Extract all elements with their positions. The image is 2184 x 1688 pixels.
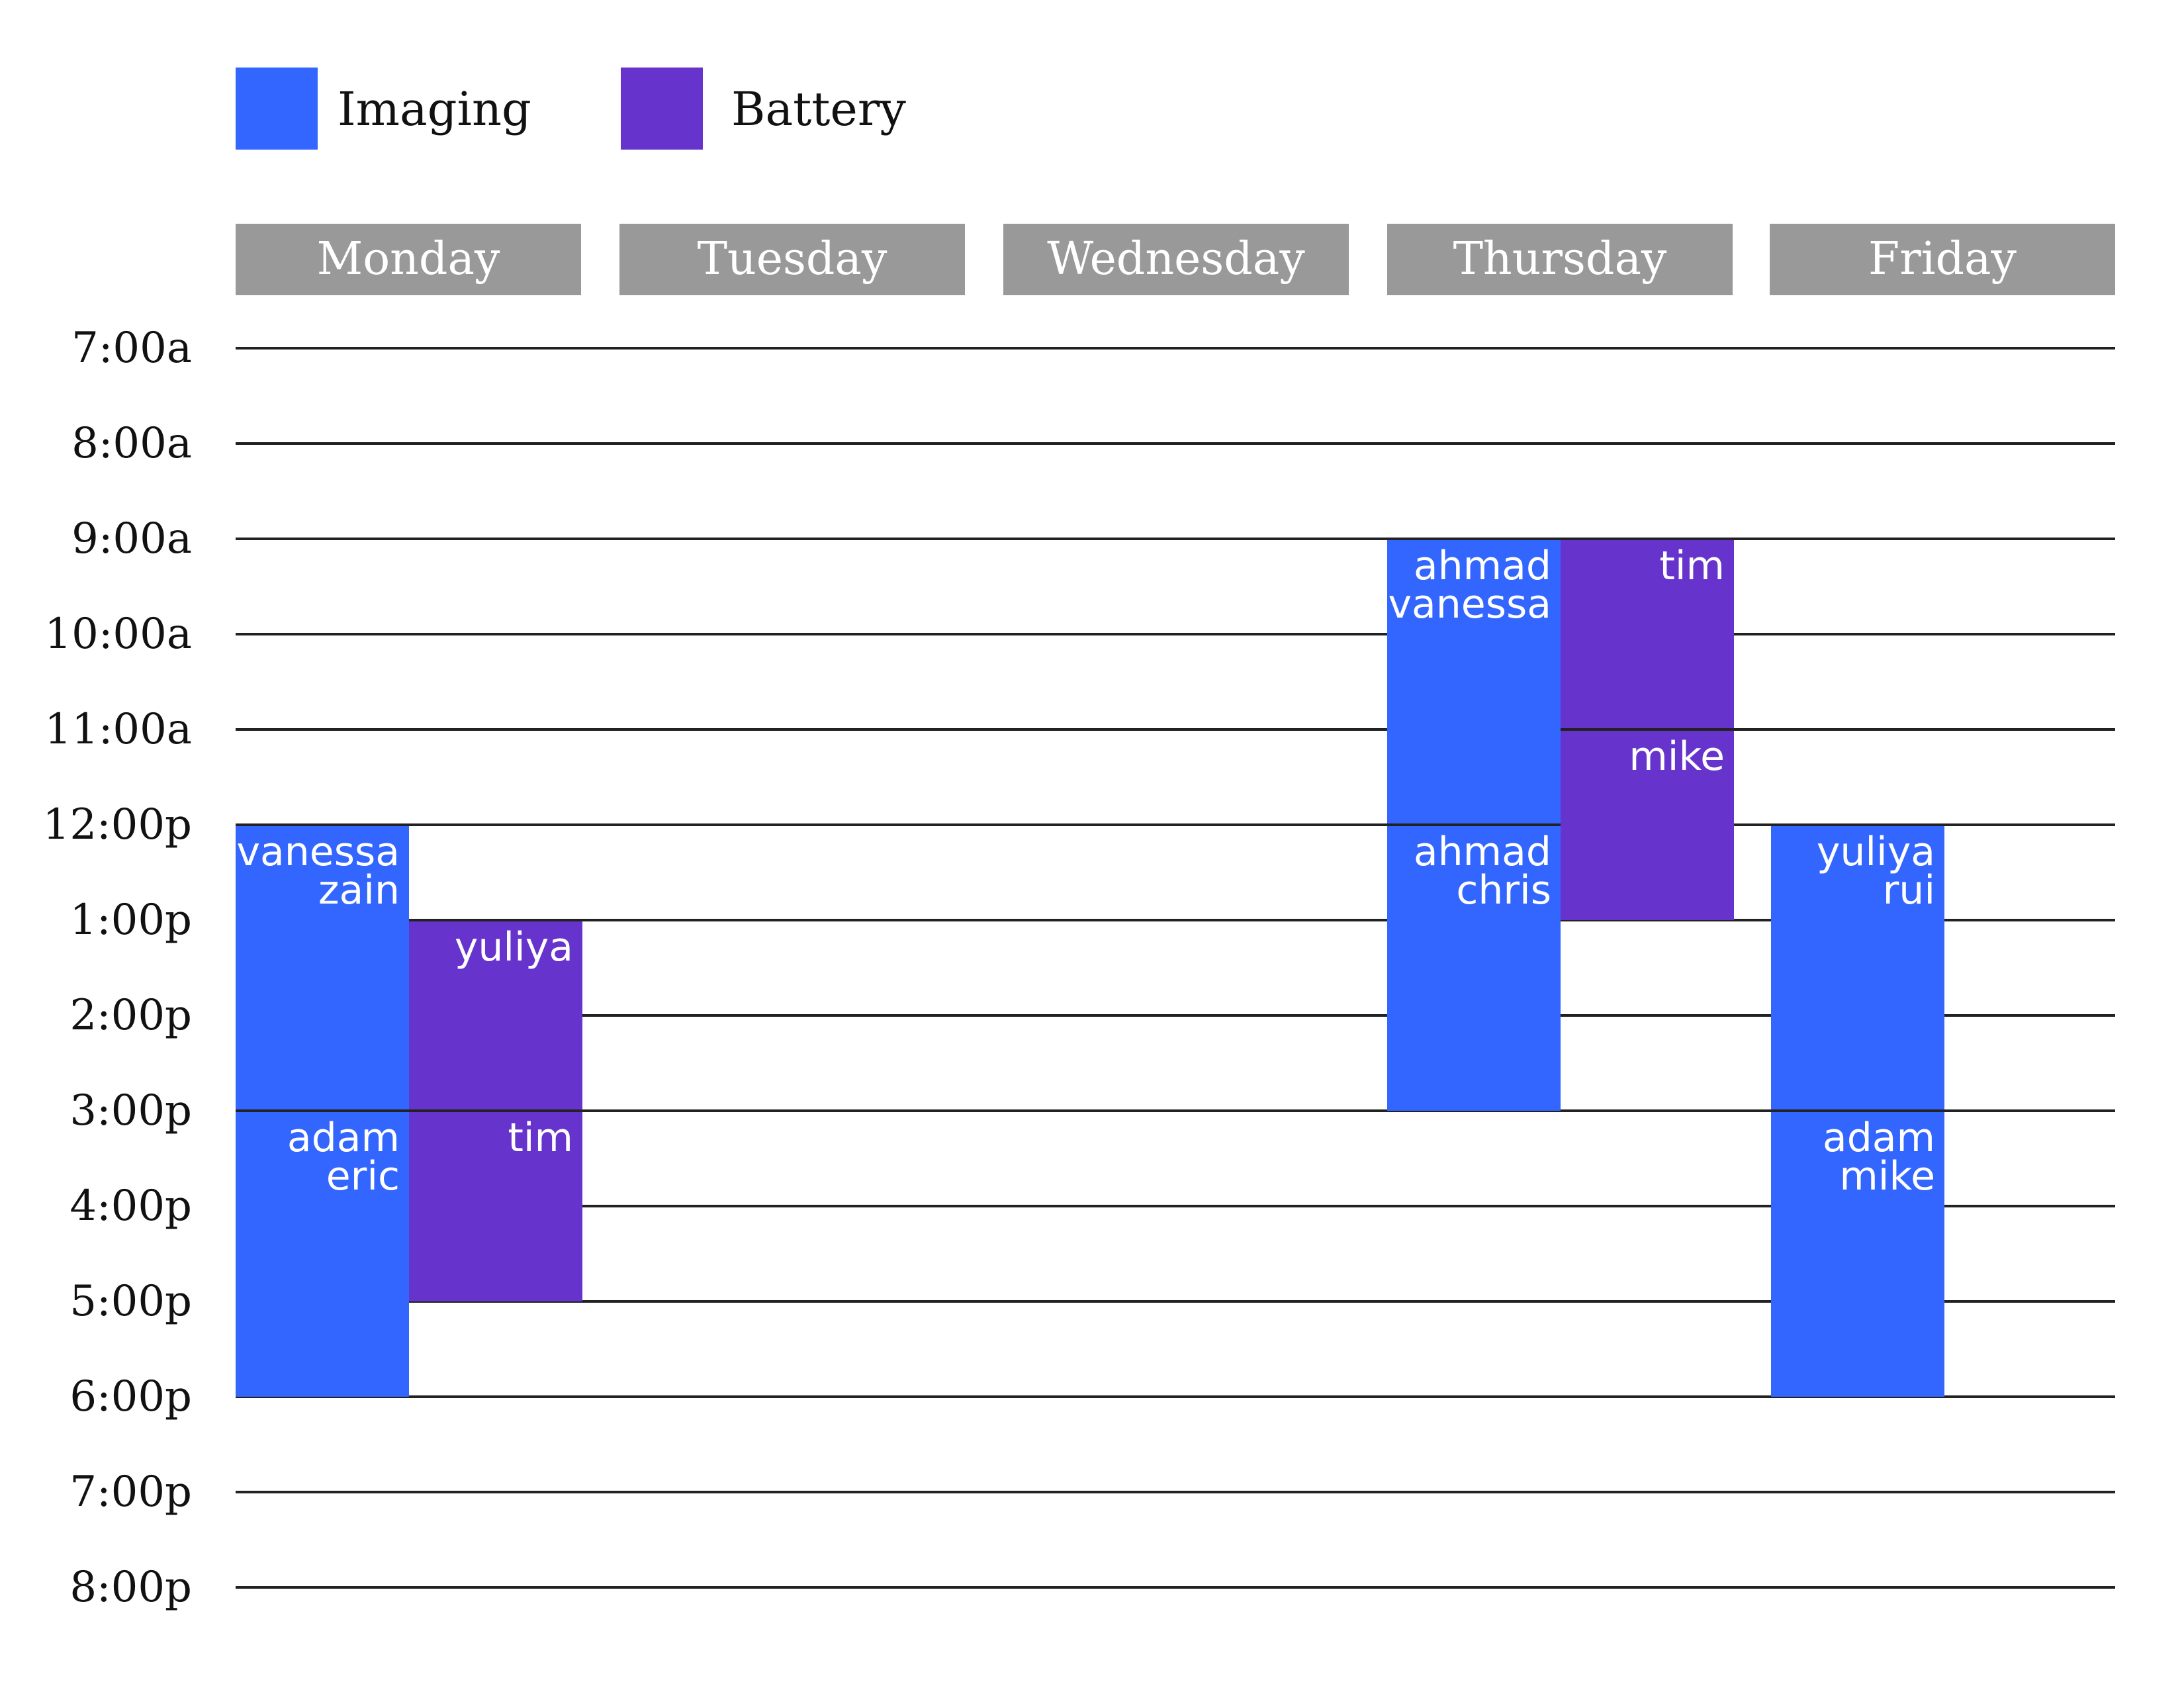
hour-label: 8:00a — [71, 419, 192, 468]
battery-session-block[interactable]: tim — [1561, 539, 1734, 729]
imaging-session-block[interactable]: vanessa zain — [236, 825, 409, 1111]
day-header-wednesday: Wednesday — [1003, 224, 1349, 295]
hour-label: 9:00a — [71, 514, 192, 563]
hour-label: 8:00p — [69, 1563, 192, 1612]
legend-label-battery: Battery — [731, 82, 906, 136]
legend-swatch-imaging — [236, 68, 318, 150]
day-header-friday: Friday — [1770, 224, 2115, 295]
hour-label: 2:00p — [69, 991, 192, 1040]
hour-label: 11:00a — [44, 705, 192, 754]
hour-line — [236, 1300, 2115, 1303]
session-boundary-line — [1771, 823, 1944, 826]
session-boundary-line — [1387, 823, 1561, 826]
imaging-session-block[interactable]: adam eric — [236, 1111, 409, 1397]
imaging-session-block[interactable]: adam mike — [1771, 1111, 1944, 1397]
day-header-thursday: Thursday — [1387, 224, 1733, 295]
hour-line — [236, 1109, 2115, 1112]
hour-line — [236, 1491, 2115, 1493]
day-header-monday: Monday — [236, 224, 581, 295]
legend-label-imaging: Imaging — [338, 82, 531, 136]
hour-line — [236, 633, 2115, 635]
hour-line — [236, 1205, 2115, 1207]
session-boundary-line — [236, 1109, 409, 1112]
session-boundary-line — [409, 919, 582, 921]
hour-line — [236, 347, 2115, 350]
hour-line — [236, 823, 2115, 826]
hour-line — [236, 1586, 2115, 1589]
hour-line — [236, 728, 2115, 731]
hour-line — [236, 538, 2115, 540]
hour-label: 12:00p — [42, 800, 192, 849]
hour-label: 7:00p — [69, 1468, 192, 1517]
session-boundary-line — [409, 1109, 582, 1112]
hour-label: 1:00p — [69, 896, 192, 945]
hour-label: 10:00a — [44, 610, 192, 659]
battery-session-block[interactable]: tim — [409, 1111, 582, 1301]
day-header-tuesday: Tuesday — [619, 224, 965, 295]
session-boundary-line — [1561, 728, 1734, 731]
imaging-session-block[interactable]: ahmad chris — [1387, 825, 1561, 1111]
session-boundary-line — [1561, 538, 1734, 540]
hour-label: 4:00p — [69, 1182, 192, 1231]
legend-swatch-battery — [621, 68, 703, 150]
imaging-session-block[interactable]: ahmad vanessa — [1387, 539, 1561, 825]
battery-session-block[interactable]: mike — [1561, 729, 1734, 920]
hour-line — [236, 442, 2115, 445]
hour-label: 7:00a — [71, 324, 192, 373]
session-boundary-line — [236, 823, 409, 826]
hour-label: 3:00p — [69, 1086, 192, 1135]
hour-label: 5:00p — [69, 1277, 192, 1326]
session-boundary-line — [1771, 1109, 1944, 1112]
hour-line — [236, 1395, 2115, 1398]
hour-line — [236, 919, 2115, 921]
hour-label: 6:00p — [69, 1372, 192, 1421]
battery-session-block[interactable]: yuliya — [409, 920, 582, 1111]
hour-line — [236, 1014, 2115, 1017]
imaging-session-block[interactable]: yuliya rui — [1771, 825, 1944, 1111]
session-boundary-line — [1387, 538, 1561, 540]
